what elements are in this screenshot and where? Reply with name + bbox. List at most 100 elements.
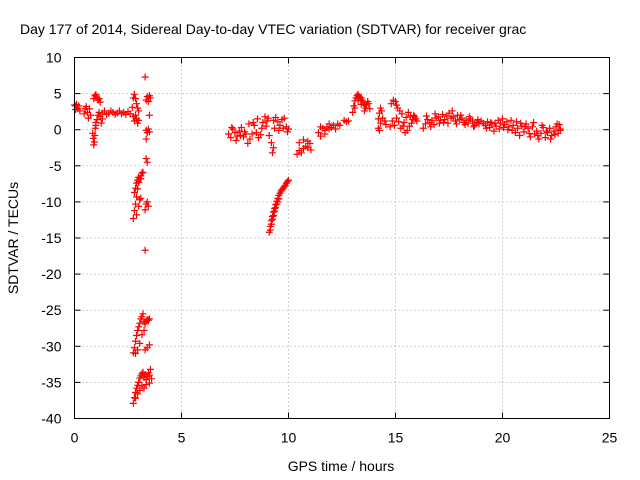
y-tick-label: -10	[41, 194, 61, 210]
data-point	[130, 189, 138, 197]
data-point	[500, 124, 508, 132]
data-point	[508, 126, 516, 134]
data-point	[136, 386, 144, 394]
data-point	[491, 119, 499, 127]
data-point	[520, 128, 528, 136]
data-point	[423, 112, 431, 120]
data-point	[267, 220, 275, 228]
data-point	[131, 337, 139, 345]
data-point	[237, 124, 245, 132]
y-tick-label: -35	[41, 374, 61, 390]
data-point	[548, 131, 556, 139]
data-point	[95, 95, 103, 103]
data-point	[275, 195, 283, 203]
data-point	[75, 102, 83, 110]
data-point	[134, 390, 142, 398]
data-point	[513, 124, 521, 132]
data-point	[474, 116, 482, 124]
x-tick-label: 15	[388, 430, 404, 446]
data-point	[146, 94, 154, 102]
data-point	[387, 100, 395, 108]
data-point	[509, 121, 517, 129]
data-point	[398, 110, 406, 118]
data-point	[534, 131, 542, 139]
data-point	[521, 123, 529, 131]
data-point	[135, 378, 143, 386]
data-point	[325, 120, 333, 128]
data-point	[134, 326, 142, 334]
data-point	[285, 176, 292, 184]
data-point	[229, 125, 237, 133]
y-tick-label: -5	[49, 158, 62, 174]
data-point	[406, 112, 414, 120]
data-point	[321, 130, 329, 138]
data-point	[524, 124, 532, 132]
data-point	[87, 111, 95, 119]
data-point	[252, 129, 260, 137]
data-point	[317, 132, 325, 140]
data-point	[225, 130, 233, 138]
data-point	[131, 394, 139, 402]
data-point	[145, 341, 153, 349]
data-point	[131, 350, 139, 358]
chart-title: Day 177 of 2014, Sidereal Day-to-day VTE…	[20, 21, 526, 37]
data-point	[461, 121, 469, 129]
data-point	[354, 97, 362, 105]
data-point	[145, 128, 153, 136]
x-tick-label: 10	[281, 430, 297, 446]
data-point	[241, 128, 249, 136]
data-point	[248, 130, 256, 138]
data-point	[351, 104, 359, 112]
data-point	[449, 113, 457, 121]
y-tick-label: -15	[41, 230, 61, 246]
data-point	[267, 139, 275, 147]
data-point	[469, 117, 477, 125]
data-point	[145, 111, 153, 119]
data-point	[133, 100, 141, 108]
data-point	[264, 114, 272, 122]
data-point	[136, 319, 144, 327]
data-point	[297, 149, 305, 157]
data-point	[307, 146, 315, 154]
data-point	[257, 131, 265, 139]
data-point	[428, 116, 436, 124]
data-point	[100, 107, 108, 115]
data-point	[142, 135, 150, 143]
data-point	[133, 211, 141, 219]
data-point	[541, 134, 549, 142]
data-point	[556, 126, 564, 134]
data-point	[268, 215, 276, 223]
data-point	[314, 129, 322, 137]
data-point	[464, 119, 472, 127]
data-point	[555, 121, 563, 129]
data-point	[139, 310, 147, 318]
data-point	[142, 155, 150, 163]
data-point	[439, 111, 447, 119]
data-point	[131, 95, 139, 103]
data-point	[490, 127, 498, 135]
data-point	[80, 110, 88, 118]
data-point	[360, 107, 368, 115]
data-point	[457, 111, 465, 119]
data-point	[72, 105, 80, 113]
data-point	[535, 135, 543, 143]
data-point	[366, 105, 374, 113]
data-point	[530, 118, 538, 126]
x-tick-label: 5	[178, 430, 186, 446]
data-point	[375, 126, 383, 134]
data-point	[547, 135, 555, 143]
y-axis-label: SDTVAR / TECUs	[5, 182, 21, 294]
data-point	[487, 118, 495, 126]
data-point	[145, 315, 153, 323]
data-point	[129, 215, 137, 223]
data-point	[440, 118, 448, 126]
y-tick-label: -30	[41, 338, 61, 354]
data-point	[249, 118, 257, 126]
data-point	[270, 212, 278, 220]
axis-ticks: 0 5 10 15 20 25 -40 -35 -30 -25 -20 -15 -10 -5 0 5 10	[41, 50, 617, 446]
data-point	[142, 381, 150, 389]
data-point	[408, 119, 416, 127]
data-point	[97, 119, 105, 127]
data-point	[517, 119, 525, 127]
data-point	[128, 103, 136, 111]
